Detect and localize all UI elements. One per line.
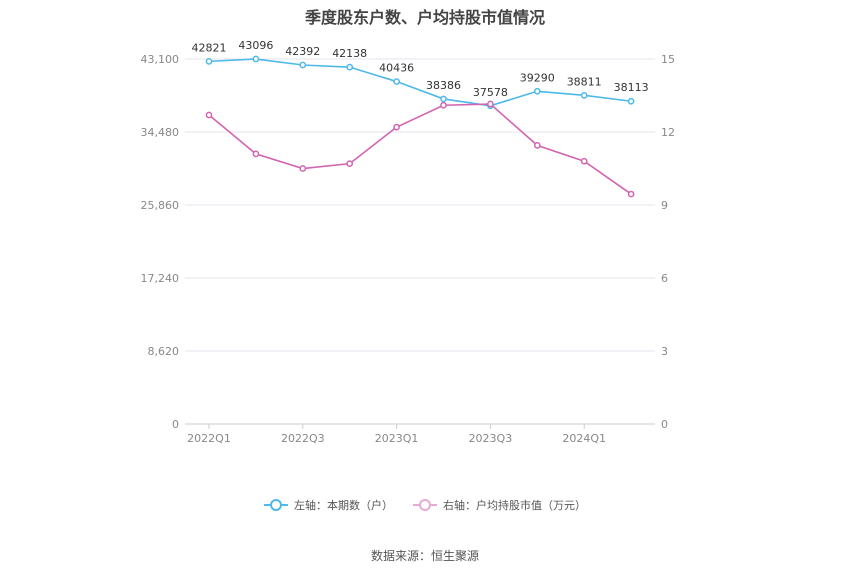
- data-label: 38386: [426, 79, 461, 92]
- data-label: 40436: [379, 62, 414, 75]
- series-1-point[interactable]: [627, 190, 635, 198]
- data-label: 38811: [567, 75, 602, 88]
- series-0-point[interactable]: [205, 58, 213, 65]
- data-label: 38113: [614, 81, 649, 94]
- series-0-point[interactable]: [393, 78, 400, 85]
- series-1-point[interactable]: [252, 150, 260, 158]
- series-1-point[interactable]: [346, 160, 354, 167]
- series-1-point[interactable]: [393, 123, 400, 131]
- series-1-point[interactable]: [533, 142, 541, 149]
- data-label: 37578: [473, 86, 508, 99]
- series-1-point[interactable]: [440, 101, 447, 109]
- series-0-point[interactable]: [299, 61, 307, 69]
- series-1-point[interactable]: [205, 111, 213, 119]
- right-axis-tick-label: 0: [661, 418, 668, 431]
- grid-lines: [185, 58, 655, 425]
- right-axis-tick-label: 12: [661, 126, 675, 139]
- legend-swatch-avg-value-icon: [413, 498, 437, 512]
- left-axis: 0 8,620 17,240 25,860 34,480 43,100: [141, 53, 180, 431]
- right-axis-tick-label: 3: [661, 345, 668, 358]
- legend-label-households: 左轴：本期数（户）: [294, 499, 393, 512]
- x-axis-tick-label: 2023Q1: [375, 432, 419, 445]
- data-label: 43096: [238, 39, 273, 52]
- right-axis: 0 3 6 9 12 15: [661, 53, 675, 431]
- left-axis-tick-label: 43,100: [141, 53, 180, 66]
- series-0-point[interactable]: [252, 55, 260, 63]
- legend-item-households[interactable]: 左轴：本期数（户）: [264, 497, 393, 513]
- series-0-point[interactable]: [580, 91, 588, 99]
- left-axis-tick-label: 8,620: [148, 345, 180, 358]
- legend-item-avg-value[interactable]: 右轴：户均持股市值（万元）: [413, 497, 586, 513]
- x-axis-tick-label: 2023Q3: [469, 432, 513, 445]
- series-1-point[interactable]: [487, 100, 494, 108]
- series-1-point[interactable]: [580, 157, 588, 165]
- legend: 左轴：本期数（户） 右轴：户均持股市值（万元）: [0, 497, 850, 513]
- legend-swatch-households-icon: [264, 498, 288, 512]
- series-layer: 42821 43096 42392 42138 40436 38386 37578 39290…: [192, 39, 649, 198]
- right-axis-tick-label: 15: [661, 53, 675, 66]
- left-axis-tick-label: 0: [172, 418, 179, 431]
- data-label: 42392: [285, 45, 320, 58]
- series-0-point[interactable]: [440, 95, 447, 103]
- series-0-point[interactable]: [533, 87, 541, 95]
- left-axis-tick-label: 34,480: [141, 126, 180, 139]
- data-source: 数据来源：恒生聚源: [370, 549, 479, 563]
- chart-title: 季度股东户数、户均持股市值情况: [304, 8, 545, 27]
- data-label: 42138: [332, 47, 367, 60]
- x-axis-tick-label: 2022Q3: [281, 432, 325, 445]
- series-1-point[interactable]: [299, 165, 307, 172]
- data-label: 39290: [520, 71, 555, 84]
- right-axis-tick-label: 6: [661, 272, 668, 285]
- series-0-point[interactable]: [346, 63, 354, 71]
- right-axis-tick-label: 9: [661, 199, 668, 212]
- x-axis-tick-label: 2024Q1: [562, 432, 606, 445]
- series-line-1: [208, 103, 632, 195]
- series-0-point[interactable]: [627, 97, 635, 105]
- left-axis-tick-label: 17,240: [141, 272, 180, 285]
- legend-label-avg-value: 右轴：户均持股市值（万元）: [443, 499, 586, 512]
- x-axis: 2022Q1 2022Q3 2023Q1 2023Q3 2024Q1: [187, 424, 606, 445]
- x-axis-tick-label: 2022Q1: [187, 432, 231, 445]
- data-label: 42821: [192, 41, 227, 54]
- series-line-0: [208, 58, 632, 107]
- left-axis-tick-label: 25,860: [141, 199, 180, 212]
